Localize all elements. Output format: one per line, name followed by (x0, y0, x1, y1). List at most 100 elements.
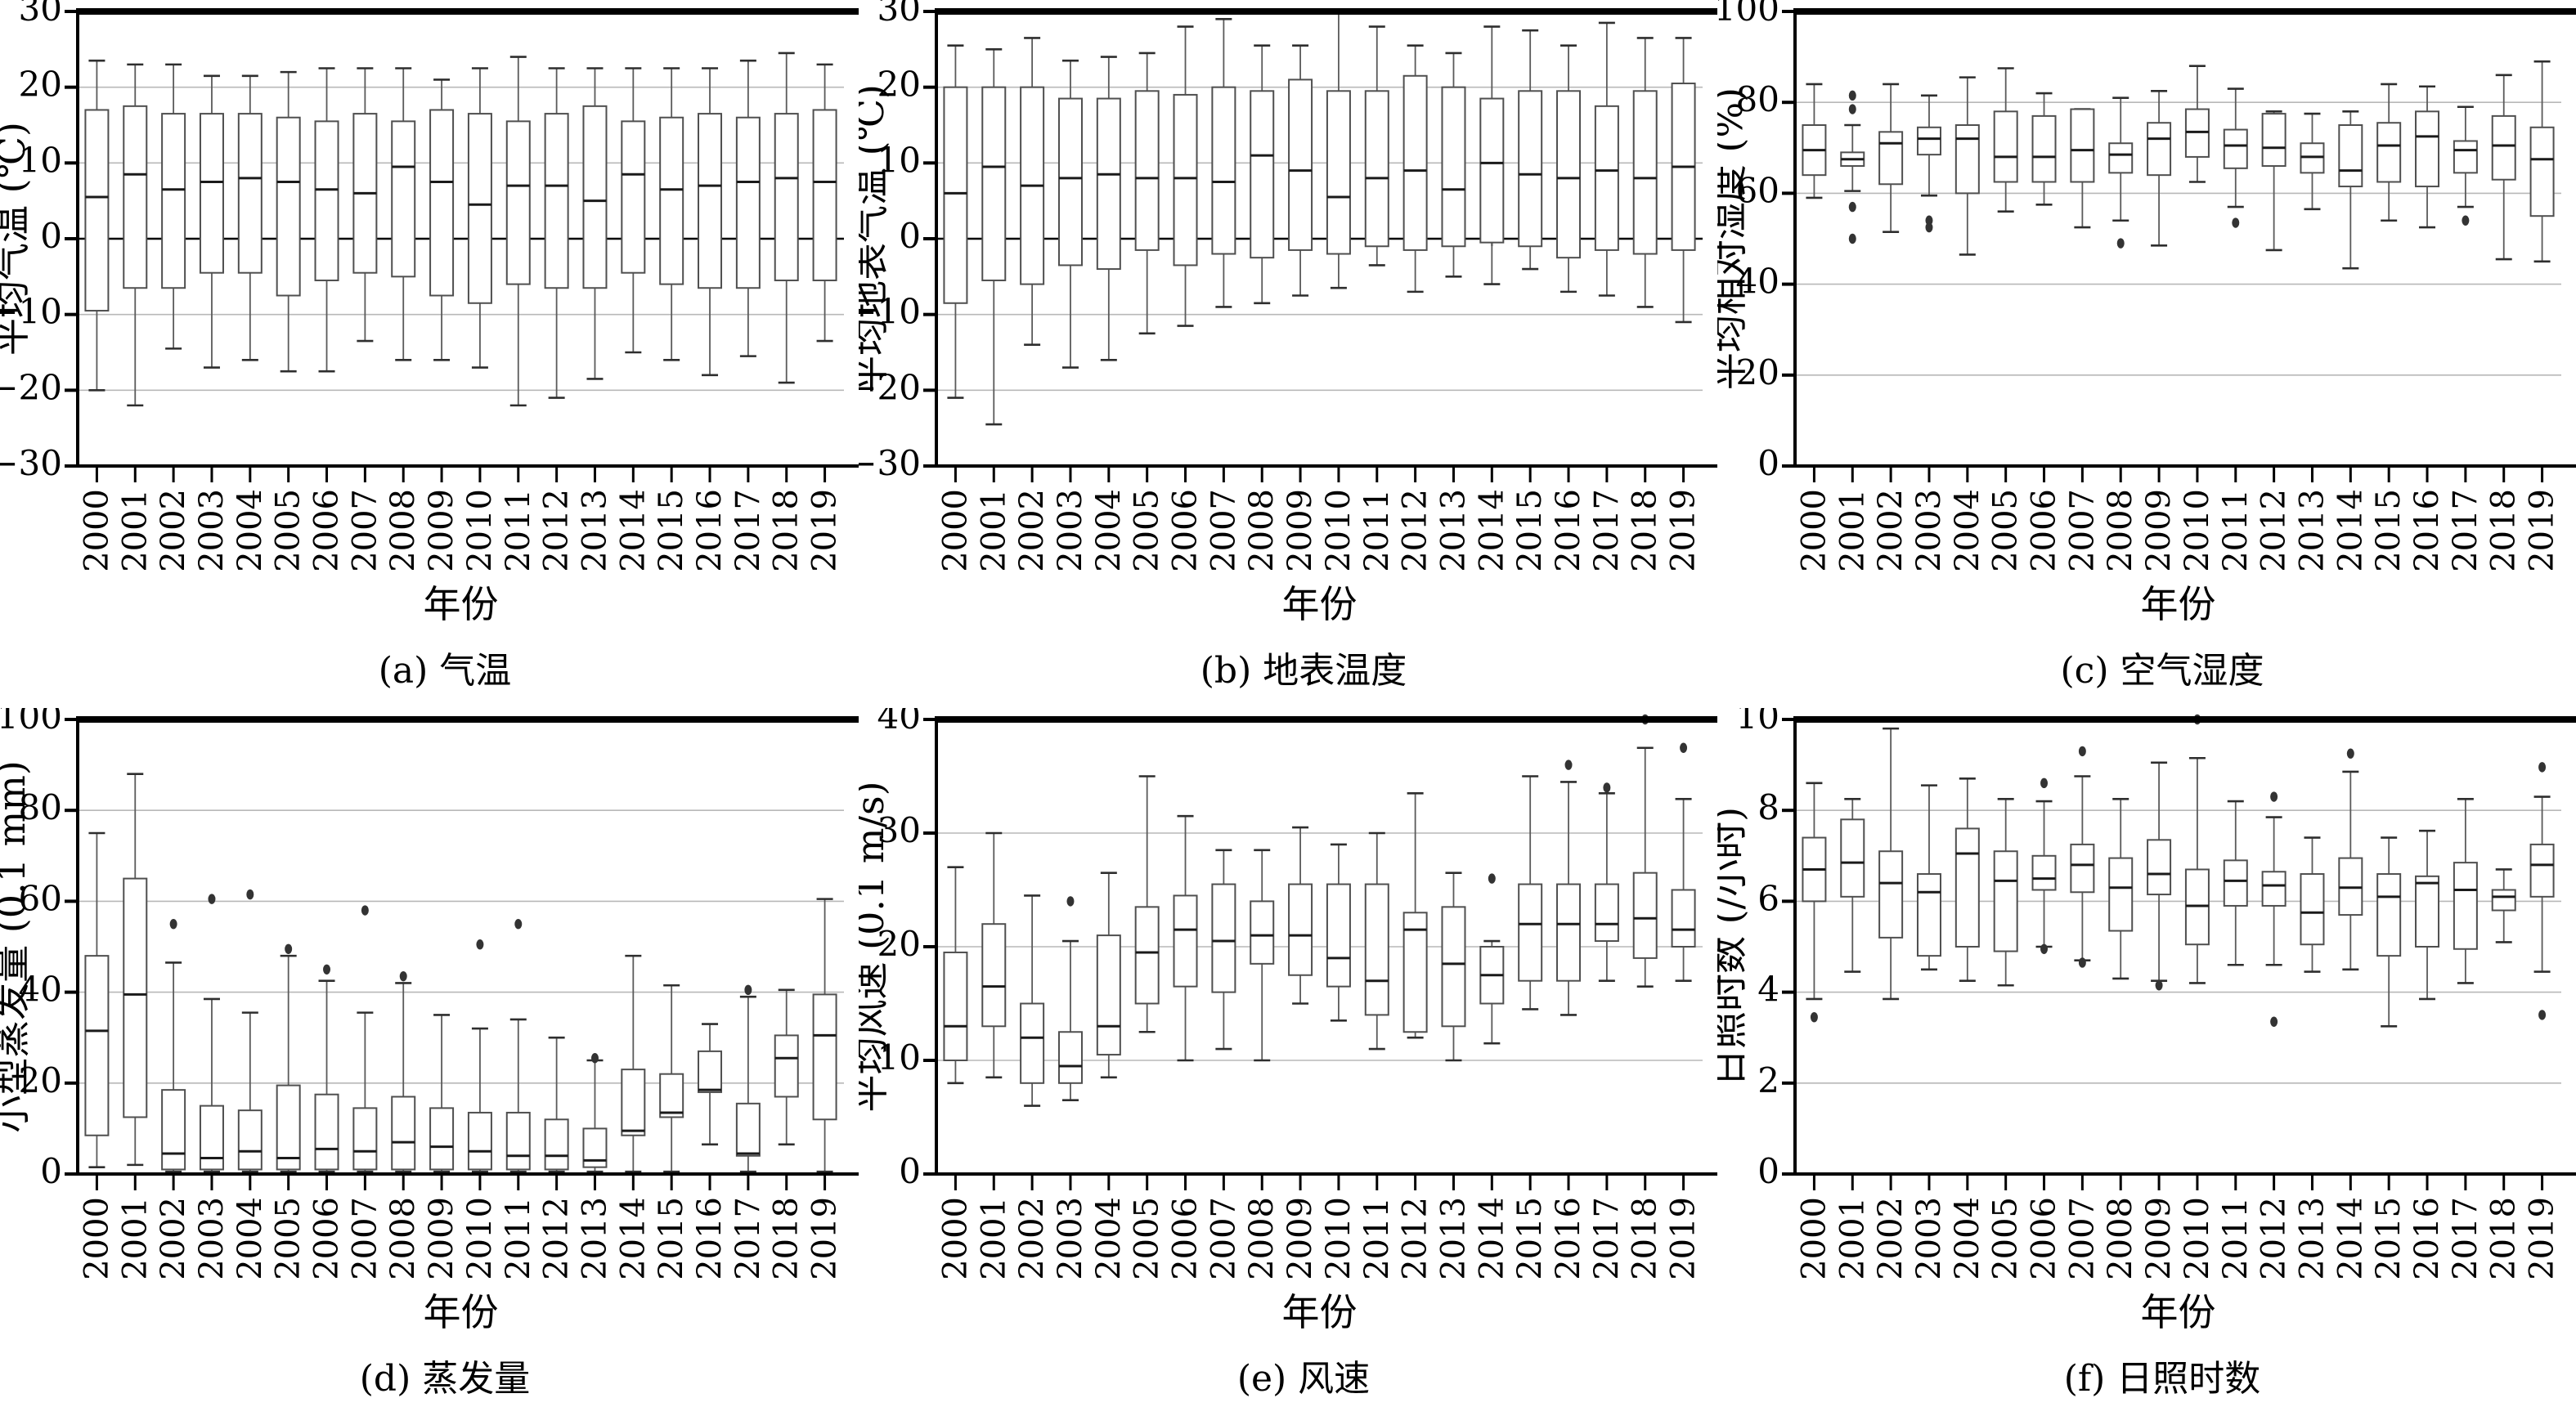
svg-text:40: 40 (877, 708, 921, 737)
svg-text:2009: 2009 (423, 1197, 460, 1280)
svg-text:2002: 2002 (1013, 489, 1051, 572)
svg-text:2002: 2002 (1013, 1197, 1051, 1280)
svg-text:2003: 2003 (193, 489, 231, 572)
svg-text:年份: 年份 (1282, 1290, 1358, 1334)
panel-f: 0 2 4 6 8 10 2000 2001 2002 2003 2004 2005 2006 2007 2… (1717, 708, 2576, 1416)
svg-text:2001: 2001 (116, 489, 154, 572)
svg-text:2002: 2002 (155, 1197, 192, 1280)
svg-text:100: 100 (0, 708, 62, 737)
svg-text:2017: 2017 (2447, 489, 2484, 572)
svg-text:2006: 2006 (2026, 489, 2063, 572)
svg-text:2005: 2005 (1987, 1197, 2025, 1280)
svg-text:8: 8 (1757, 787, 1779, 827)
svg-text:2013: 2013 (1434, 1197, 1472, 1280)
panel-c: 0 20 40 60 80 100 2000 2001 2002 2003 2004 2005 2006… (1717, 0, 2576, 708)
svg-text:2013: 2013 (2293, 489, 2331, 572)
svg-text:2000: 2000 (78, 1197, 115, 1280)
svg-text:2003: 2003 (1910, 1197, 1948, 1280)
svg-text:20: 20 (1736, 352, 1779, 392)
svg-text:2001: 2001 (116, 1197, 154, 1280)
svg-text:平均气温 (℃): 平均气温 (℃) (0, 122, 34, 356)
svg-text:10: 10 (1736, 708, 1779, 737)
svg-text:2009: 2009 (1281, 489, 1319, 572)
svg-text:20: 20 (877, 924, 921, 964)
svg-text:2010: 2010 (461, 1197, 499, 1280)
svg-text:年份: 年份 (424, 1290, 499, 1334)
svg-text:4: 4 (1757, 970, 1779, 1010)
svg-text:2014: 2014 (614, 1197, 652, 1280)
svg-text:0: 0 (1757, 443, 1779, 483)
panel-a: −30 −20 −10 0 10 20 30 2000 2001 2002 2003 2004 2005… (0, 0, 859, 708)
svg-text:30: 30 (19, 0, 62, 29)
svg-text:2017: 2017 (1588, 1197, 1626, 1280)
svg-text:−20: −20 (859, 367, 921, 407)
svg-text:2002: 2002 (1872, 489, 1910, 572)
svg-text:20: 20 (19, 65, 62, 105)
svg-text:2011: 2011 (1358, 489, 1396, 572)
svg-text:2015: 2015 (2370, 1197, 2408, 1280)
svg-text:2015: 2015 (653, 1197, 690, 1280)
svg-text:60: 60 (19, 878, 62, 918)
svg-text:2016: 2016 (691, 489, 729, 572)
panel-b: −30 −20 −10 0 10 20 30 2000 2001 2002 2003 2004 2005… (859, 0, 1717, 708)
svg-text:2003: 2003 (1052, 1197, 1089, 1280)
svg-text:2003: 2003 (193, 1197, 231, 1280)
svg-text:2008: 2008 (1243, 489, 1281, 572)
svg-text:2010: 2010 (1320, 1197, 1358, 1280)
svg-text:2001: 2001 (975, 1197, 1012, 1280)
svg-text:2016: 2016 (2408, 489, 2446, 572)
svg-text:20: 20 (19, 1060, 62, 1100)
svg-text:2019: 2019 (806, 1197, 844, 1280)
svg-text:2019: 2019 (1665, 489, 1703, 572)
svg-text:2004: 2004 (1949, 1197, 1986, 1280)
svg-text:2012: 2012 (2255, 1197, 2293, 1280)
svg-text:40: 40 (1736, 262, 1779, 302)
svg-text:2016: 2016 (691, 1197, 729, 1280)
svg-text:2002: 2002 (155, 489, 192, 572)
svg-text:−30: −30 (0, 443, 62, 483)
svg-text:−20: −20 (0, 367, 62, 407)
svg-text:2018: 2018 (768, 489, 806, 572)
svg-text:2009: 2009 (1281, 1197, 1319, 1280)
svg-text:2017: 2017 (729, 489, 767, 572)
panel-e: 0 10 20 30 40 2000 2001 2002 2003 2004 2005 2006 200… (859, 708, 1717, 1416)
svg-text:小型蒸发量 (0.1 mm): 小型蒸发量 (0.1 mm) (0, 760, 34, 1133)
svg-text:2012: 2012 (538, 1197, 576, 1280)
svg-text:−10: −10 (0, 292, 62, 332)
svg-text:20: 20 (877, 65, 921, 105)
svg-text:2007: 2007 (346, 1197, 384, 1280)
svg-text:2000: 2000 (936, 489, 974, 572)
svg-text:2010: 2010 (1320, 489, 1358, 572)
svg-text:60: 60 (1736, 170, 1779, 210)
svg-text:−30: −30 (859, 443, 921, 483)
svg-text:2015: 2015 (1511, 1197, 1549, 1280)
caption-e: (e) 风速 (1236, 1358, 1371, 1400)
svg-text:2006: 2006 (1167, 1197, 1205, 1280)
svg-text:2008: 2008 (384, 489, 422, 572)
svg-text:2018: 2018 (768, 1197, 806, 1280)
svg-text:2014: 2014 (1473, 489, 1510, 572)
svg-text:2012: 2012 (538, 489, 576, 572)
svg-text:日照时数 (/小时): 日照时数 (/小时) (1717, 807, 1751, 1087)
svg-text:2009: 2009 (2140, 489, 2178, 572)
svg-text:平均地表气温 (℃): 平均地表气温 (℃) (859, 84, 892, 393)
svg-text:2019: 2019 (806, 489, 844, 572)
caption-d: (d) 蒸发量 (359, 1358, 531, 1400)
boxplot-a: −30 −20 −10 0 10 20 30 2000 2001 2002 2003 2004 2005… (0, 0, 859, 626)
svg-text:年份: 年份 (424, 582, 499, 626)
svg-text:年份: 年份 (2141, 582, 2216, 626)
svg-text:10: 10 (877, 140, 921, 180)
svg-text:2000: 2000 (936, 1197, 974, 1280)
svg-text:2008: 2008 (384, 1197, 422, 1280)
svg-text:年份: 年份 (2141, 1290, 2216, 1334)
svg-text:2000: 2000 (1795, 1197, 1833, 1280)
svg-text:2004: 2004 (1090, 1197, 1128, 1280)
svg-text:10: 10 (19, 140, 62, 180)
svg-text:2014: 2014 (614, 489, 652, 572)
svg-text:2016: 2016 (2408, 1197, 2446, 1280)
svg-text:2009: 2009 (2140, 1197, 2178, 1280)
svg-text:2003: 2003 (1910, 489, 1948, 572)
svg-text:2013: 2013 (2293, 1197, 2331, 1280)
